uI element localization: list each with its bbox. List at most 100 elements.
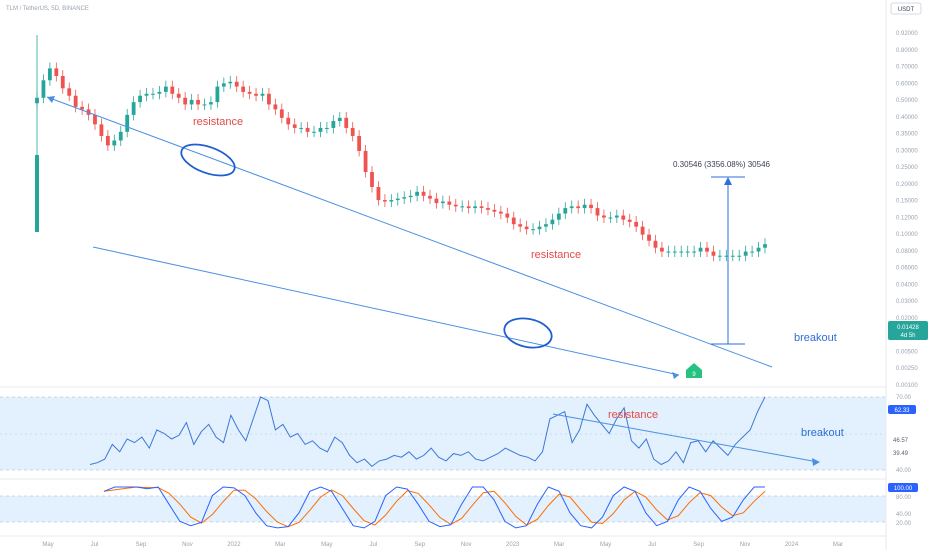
price-tick-label: 0.50000 (896, 98, 918, 104)
candle-body (505, 213, 510, 218)
candle-body (492, 209, 497, 212)
price-tick-label: 0.30000 (896, 148, 918, 154)
resistance-ellipse (180, 143, 236, 177)
time-tick-label: Sep (414, 542, 425, 548)
candle-body (711, 251, 716, 256)
rsi-trendline (552, 413, 819, 463)
candle-body (215, 86, 220, 103)
candle-body (672, 251, 677, 253)
candle-body (286, 117, 291, 125)
price-tick-label: 0.00100 (896, 383, 918, 389)
candle-countdown: 4d 5h (900, 333, 915, 339)
candle-body (556, 213, 561, 220)
candle-body (589, 204, 593, 209)
candle-body (627, 219, 632, 222)
candle-body (634, 221, 639, 227)
candle-body (196, 99, 200, 105)
breakout-label-rsi: breakout (801, 427, 844, 439)
price-tick-label: 0.03000 (896, 299, 918, 305)
candle-body (279, 109, 284, 118)
time-tick-label: Jul (648, 542, 656, 548)
candle-body (41, 80, 46, 98)
candle-body (440, 201, 445, 204)
candle-body (666, 251, 671, 253)
candle-body (563, 208, 568, 214)
event-marker[interactable]: 9 (686, 363, 702, 378)
candle-body (466, 206, 471, 209)
candle-body (118, 131, 123, 141)
price-tick-label: 0.25000 (896, 165, 918, 171)
time-tick-label: Jul (91, 542, 99, 548)
candle-body (73, 95, 78, 107)
candle-body (241, 86, 246, 92)
channel-trendlines (46, 96, 773, 379)
resistance-label-mid: resistance (531, 249, 581, 261)
candle-body (344, 117, 349, 128)
candle-body (498, 211, 503, 214)
candle-body (60, 75, 65, 89)
candle-body (157, 91, 162, 94)
candle-body (737, 255, 742, 257)
stoch-d-line (103, 486, 766, 528)
candle-body (221, 83, 226, 87)
candle-body (647, 234, 651, 241)
rsi-pane[interactable]: resistance breakout (0, 396, 886, 471)
candle-body (730, 255, 735, 257)
measure-tool[interactable]: 0.30546 (3356.08%) 30546 (673, 160, 771, 345)
candle-body (318, 127, 323, 132)
candle-body (531, 229, 535, 231)
rsi-value-2: 39.49 (893, 451, 909, 457)
candle-body (453, 204, 458, 207)
candle-body (138, 95, 142, 103)
price-tick-label: 0.92000 (896, 31, 918, 37)
candle-body (260, 93, 265, 96)
candle-body (54, 68, 59, 76)
candle-body (685, 251, 690, 253)
candle-body (447, 201, 452, 205)
time-tick-label: May (321, 542, 332, 548)
time-tick-label: Nov (182, 542, 193, 548)
candle-body (724, 255, 729, 257)
candle-body (550, 219, 555, 225)
price-tick-label: 0.40000 (896, 115, 918, 121)
candle-body (602, 215, 606, 218)
svg-text:40.00: 40.00 (896, 512, 912, 518)
candle-body (460, 206, 465, 208)
measure-label: 0.30546 (3356.08%) 30546 (673, 160, 771, 169)
price-tick-label: 0.08000 (896, 249, 918, 255)
candle-body (170, 86, 175, 94)
candle-body (189, 99, 194, 105)
trendline-arrowhead (47, 96, 55, 103)
price-tick-label: 0.35000 (896, 132, 918, 138)
candle-body (705, 247, 709, 252)
rsi-line (89, 396, 766, 468)
candle-body (80, 106, 84, 110)
time-tick-label: 2024 (785, 542, 799, 548)
candle-body (518, 224, 523, 227)
price-axis[interactable]: USDT 0.92000 0.80000 0.70000 0.60000 0.50000… (885, 0, 932, 550)
time-tick-label: Mar (833, 542, 843, 548)
candle-body (750, 251, 755, 253)
candle-body (305, 127, 310, 132)
time-axis[interactable]: May Jul Sep Nov 2022 Mar May Jul Sep Nov 2023 Mar Ma… (0, 535, 886, 548)
candle-body (292, 124, 297, 128)
candle-body (395, 198, 400, 201)
candle-body (382, 200, 387, 202)
candle-body (614, 215, 619, 218)
candle-body (576, 206, 581, 209)
stoch-rsi-pane[interactable] (0, 486, 886, 529)
currency-button[interactable] (890, 2, 922, 15)
candle-body (621, 215, 626, 220)
candle-body (209, 102, 213, 105)
candle-body (350, 127, 355, 136)
candle-body (524, 226, 529, 230)
price-pane[interactable] (0, 0, 886, 385)
time-tick-label: May (42, 542, 53, 548)
candle-body (582, 204, 587, 209)
trendline-arrowhead (672, 372, 679, 379)
candle-body (228, 81, 233, 84)
price-tick-label: 0.04000 (896, 282, 918, 288)
support-ellipse (503, 317, 553, 349)
svg-text:40.00: 40.00 (896, 468, 912, 474)
